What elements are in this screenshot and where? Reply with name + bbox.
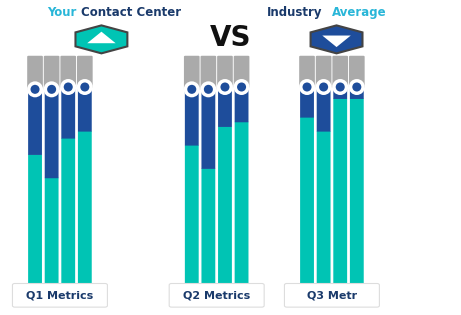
Ellipse shape bbox=[234, 79, 249, 95]
FancyBboxPatch shape bbox=[350, 87, 364, 99]
Ellipse shape bbox=[316, 79, 331, 95]
Text: Average: Average bbox=[332, 6, 387, 19]
Ellipse shape bbox=[27, 81, 43, 97]
FancyBboxPatch shape bbox=[201, 89, 215, 169]
FancyBboxPatch shape bbox=[77, 56, 93, 88]
FancyBboxPatch shape bbox=[234, 56, 249, 88]
Ellipse shape bbox=[204, 85, 213, 94]
FancyBboxPatch shape bbox=[185, 89, 199, 146]
FancyBboxPatch shape bbox=[218, 126, 232, 290]
Polygon shape bbox=[322, 36, 351, 47]
FancyBboxPatch shape bbox=[45, 89, 59, 178]
Ellipse shape bbox=[217, 79, 233, 95]
FancyBboxPatch shape bbox=[300, 87, 314, 117]
FancyBboxPatch shape bbox=[235, 122, 248, 290]
Ellipse shape bbox=[187, 85, 196, 94]
FancyBboxPatch shape bbox=[44, 56, 59, 90]
Text: Industry: Industry bbox=[267, 6, 323, 19]
Polygon shape bbox=[87, 32, 116, 43]
FancyBboxPatch shape bbox=[28, 89, 42, 155]
Ellipse shape bbox=[349, 79, 365, 95]
FancyBboxPatch shape bbox=[184, 56, 200, 90]
Polygon shape bbox=[311, 26, 362, 53]
FancyBboxPatch shape bbox=[78, 131, 92, 290]
Ellipse shape bbox=[352, 83, 361, 92]
Text: Q2 Metrics: Q2 Metrics bbox=[183, 290, 250, 300]
FancyBboxPatch shape bbox=[299, 56, 315, 88]
FancyBboxPatch shape bbox=[27, 56, 43, 90]
Ellipse shape bbox=[77, 79, 93, 95]
FancyBboxPatch shape bbox=[185, 145, 199, 290]
Ellipse shape bbox=[60, 79, 76, 95]
FancyBboxPatch shape bbox=[316, 56, 331, 88]
Ellipse shape bbox=[30, 85, 40, 94]
Text: Q3 Metr: Q3 Metr bbox=[307, 290, 357, 300]
Text: Your: Your bbox=[47, 6, 77, 19]
Ellipse shape bbox=[220, 83, 230, 92]
FancyBboxPatch shape bbox=[235, 87, 248, 122]
FancyBboxPatch shape bbox=[300, 117, 314, 290]
FancyBboxPatch shape bbox=[284, 284, 379, 307]
FancyBboxPatch shape bbox=[61, 138, 75, 290]
Text: VS: VS bbox=[210, 24, 251, 52]
Ellipse shape bbox=[184, 81, 200, 97]
FancyBboxPatch shape bbox=[350, 98, 364, 290]
FancyBboxPatch shape bbox=[218, 87, 232, 127]
Ellipse shape bbox=[302, 83, 312, 92]
Ellipse shape bbox=[44, 81, 59, 97]
FancyBboxPatch shape bbox=[317, 87, 331, 132]
FancyBboxPatch shape bbox=[217, 56, 233, 88]
Ellipse shape bbox=[80, 83, 89, 92]
FancyBboxPatch shape bbox=[45, 178, 59, 290]
Ellipse shape bbox=[319, 83, 328, 92]
FancyBboxPatch shape bbox=[317, 131, 331, 290]
FancyBboxPatch shape bbox=[78, 87, 92, 132]
Text: Contact Center: Contact Center bbox=[81, 6, 182, 19]
FancyBboxPatch shape bbox=[201, 56, 216, 90]
Polygon shape bbox=[76, 26, 127, 53]
Text: Q1 Metrics: Q1 Metrics bbox=[26, 290, 94, 300]
FancyBboxPatch shape bbox=[201, 168, 215, 290]
FancyBboxPatch shape bbox=[61, 87, 75, 139]
FancyBboxPatch shape bbox=[12, 284, 107, 307]
FancyBboxPatch shape bbox=[169, 284, 264, 307]
Ellipse shape bbox=[47, 85, 56, 94]
FancyBboxPatch shape bbox=[60, 56, 76, 88]
FancyBboxPatch shape bbox=[332, 56, 348, 88]
Ellipse shape bbox=[201, 81, 216, 97]
Ellipse shape bbox=[299, 79, 315, 95]
FancyBboxPatch shape bbox=[333, 87, 347, 99]
Ellipse shape bbox=[332, 79, 348, 95]
Ellipse shape bbox=[64, 83, 73, 92]
FancyBboxPatch shape bbox=[333, 98, 347, 290]
Ellipse shape bbox=[336, 83, 345, 92]
Ellipse shape bbox=[237, 83, 246, 92]
FancyBboxPatch shape bbox=[28, 154, 42, 290]
FancyBboxPatch shape bbox=[349, 56, 365, 88]
